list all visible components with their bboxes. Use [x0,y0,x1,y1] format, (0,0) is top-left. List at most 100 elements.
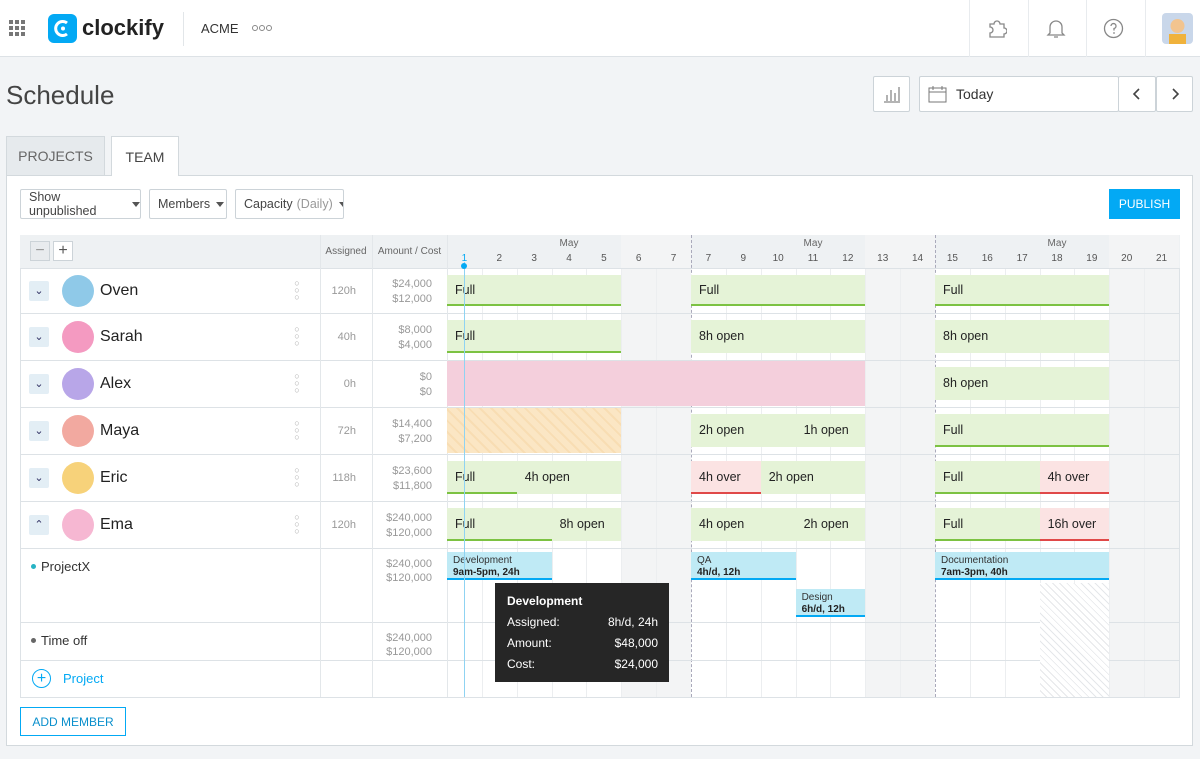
amount: $14,400 [392,417,432,430]
capacity-bar: Full [691,275,866,306]
time-off-block [447,408,622,453]
assigned-hours: 120h [331,284,356,297]
assignment[interactable]: QA 4h/d, 12h [691,552,796,580]
assignment-detail: 7am-3pm, 40h [941,567,1008,578]
capacity-bar: Full [447,461,517,494]
cost: $120,000 [386,572,432,584]
member-menu[interactable]: ○ ○ ○ [294,323,300,348]
add-project-icon[interactable]: + [32,669,51,688]
user-avatar[interactable] [1162,13,1193,44]
row-divider [20,454,1180,455]
row-toggle[interactable]: ⌄ [29,280,49,301]
column-header: Assigned [325,246,367,257]
project-name: Time off [41,633,88,648]
member-menu[interactable]: ○ ○ ○ [294,277,300,302]
member-avatar [62,461,94,494]
day-divider [656,268,658,697]
cost: $0 [419,385,432,398]
publish-button[interactable]: PUBLISH [1109,189,1180,219]
member-menu[interactable]: ○ ○ ○ [294,417,300,442]
capacity-bar: 1h open [795,414,866,447]
amount: $8,000 [398,323,432,336]
filter-dropdown[interactable]: Capacity (Daily) [235,189,344,219]
next-button[interactable] [1156,76,1193,112]
prev-button[interactable] [1118,76,1156,112]
day-label: 3 [531,253,537,264]
weekend-column [900,235,935,697]
tab[interactable]: PROJECTS [6,136,105,176]
top-bar: clockify ACME [0,0,1200,57]
assignment-name: Documentation [941,555,1009,566]
filter-dropdown[interactable]: Show unpublished [20,189,141,219]
capacity-bar: 8h open [691,320,866,353]
assignment[interactable]: Development 9am-5pm, 24h [447,552,552,580]
member-name: Oven [100,281,139,299]
day-label: 16 [981,253,993,264]
member-name: Sarah [100,327,143,345]
month-label: May [803,238,823,249]
amount: $240,000 [386,511,432,524]
row-divider [20,360,1180,361]
capacity-bar: 8h open [935,320,1110,353]
apps-icon[interactable] [9,20,26,37]
day-label: 12 [842,253,854,264]
tab-active[interactable]: TEAM [111,136,179,176]
assignment[interactable]: Documentation 7am-3pm, 40h [935,552,1110,580]
filter-label: Capacity [244,197,293,211]
capacity-bar: Full [935,275,1110,306]
member-menu[interactable]: ○ ○ ○ [294,370,300,395]
row-toggle[interactable]: ⌄ [29,420,49,441]
tooltip-value: $48,000 [614,636,658,650]
notifications-icon[interactable] [1046,17,1066,39]
row-toggle[interactable]: ⌄ [29,326,49,347]
workspace[interactable]: ACME [201,21,239,36]
collapse-btn[interactable]: − [30,241,50,261]
capacity-bar: 2h open [760,461,866,494]
report-button[interactable] [873,76,910,112]
day-label: 1 [461,253,468,264]
member-menu[interactable]: ○ ○ ○ [294,511,300,536]
day-label: 7 [670,253,677,264]
weekend-column [865,235,901,697]
day-label: 14 [912,253,924,264]
logo-icon [48,14,77,43]
expand-btn[interactable]: + [53,241,73,261]
row-toggle[interactable]: ⌄ [29,467,49,488]
member-menu[interactable]: ○ ○ ○ [294,464,300,489]
page-title: Schedule [6,80,115,110]
project-dot [31,638,36,643]
member-avatar [62,367,94,400]
day-label: 5 [601,253,607,264]
capacity-bar: Full [447,320,622,353]
capacity-bar: 8h open [551,508,622,541]
capacity-bar: 4h over [1039,461,1110,494]
date-picker[interactable]: Today [919,76,1119,112]
day-divider [865,268,867,697]
capacity-bar: 4h open [516,461,622,494]
assignment[interactable]: Design 6h/d, 12h [795,589,866,617]
month-label: May [559,238,579,249]
capacity-bar: Full [935,414,1110,447]
amount: $23,600 [392,464,432,477]
cost: $4,000 [398,338,432,351]
row-toggle[interactable]: ⌃ [29,514,49,535]
assigned-hours: 40h [337,330,356,343]
weekend-column [1144,235,1179,697]
row-toggle[interactable]: ⌄ [29,373,49,394]
integrations-icon[interactable] [987,18,1007,38]
add-member-button[interactable]: ADD MEMBER [20,707,126,736]
help-icon[interactable] [1103,18,1124,39]
assigned-hours: 0h [343,377,356,390]
add-project[interactable]: Project [63,671,104,686]
day-label: 13 [877,253,889,264]
day-label: 17 [1016,253,1028,264]
filter-dropdown[interactable]: Members [149,189,227,219]
assignment-detail: 4h/d, 12h [697,567,741,578]
weekend-column [1109,235,1145,697]
member-avatar [62,320,94,353]
day-label: 15 [946,253,958,264]
member-avatar [62,274,94,307]
more-icon[interactable] [251,24,273,32]
divider [183,12,184,46]
